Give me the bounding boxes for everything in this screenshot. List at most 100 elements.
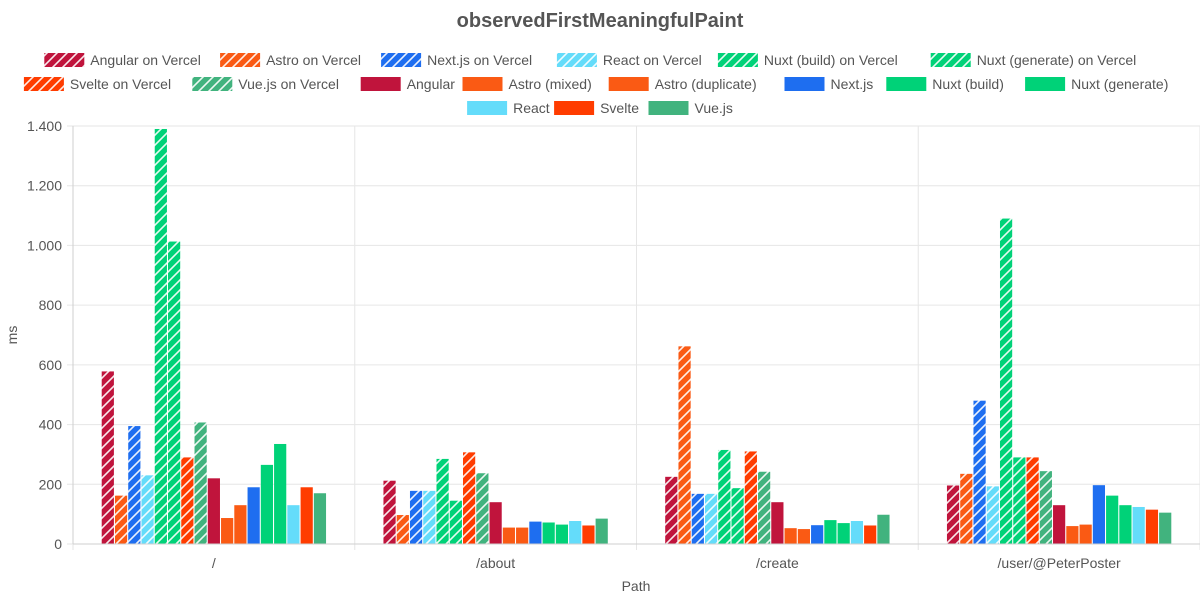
bar-react-on-vercel	[141, 475, 154, 544]
legend-item-vue-js-on-vercel[interactable]: Vue.js on Vercel	[192, 76, 339, 92]
legend-item-angular[interactable]: Angular	[360, 76, 456, 92]
legend-label: Svelte on Vercel	[70, 76, 171, 92]
y-tick-label: 0	[54, 536, 62, 552]
bar-react	[569, 521, 582, 544]
legend-label: React	[513, 100, 550, 116]
bar-svelte	[864, 525, 877, 544]
y-tick-label: 1.000	[27, 237, 62, 253]
bar-svelte	[300, 487, 313, 544]
bar-nuxt-build-on-vercel	[718, 449, 731, 544]
bar-vue-js-on-vercel	[1039, 471, 1052, 544]
legend-swatch	[467, 101, 508, 115]
legend-label: Angular on Vercel	[90, 52, 201, 68]
legend-swatch	[648, 101, 689, 115]
legend-label: Nuxt (build) on Vercel	[764, 52, 898, 68]
legend-item-react[interactable]: React	[467, 100, 550, 116]
bar-next-js	[811, 525, 824, 544]
bar-astro-mixed	[784, 528, 797, 544]
bar-react-on-vercel	[423, 490, 436, 544]
legend-item-vue-js[interactable]: Vue.js	[648, 100, 733, 116]
bar-astro-duplicate	[797, 529, 810, 544]
legend-swatch	[220, 53, 261, 67]
bar-nuxt-build-on-vercel	[436, 458, 449, 544]
legend-item-nuxt-generate-on-vercel[interactable]: Nuxt (generate) on Vercel	[930, 52, 1137, 68]
bar-nuxt-generate-on-vercel	[167, 241, 181, 544]
bar-astro-mixed	[502, 527, 515, 544]
bar-svelte-on-vercel	[744, 451, 757, 544]
bar-svelte-on-vercel	[463, 452, 476, 544]
legend-item-angular-on-vercel[interactable]: Angular on Vercel	[44, 52, 201, 68]
bar-angular	[1053, 505, 1066, 544]
bar-next-js	[1092, 485, 1106, 544]
legend-label: Vue.js on Vercel	[238, 76, 339, 92]
bar-react-on-vercel	[704, 493, 718, 544]
bar-next-js-on-vercel	[409, 490, 423, 544]
bar-angular-on-vercel	[665, 476, 678, 544]
legend-item-astro-on-vercel[interactable]: Astro on Vercel	[220, 52, 361, 68]
legend-swatch	[1025, 77, 1066, 91]
bar-astro-on-vercel	[960, 473, 973, 544]
chart-title: observedFirstMeaningfulPaint	[457, 10, 744, 32]
legend-label: Angular	[407, 76, 456, 92]
legend-item-next-js-on-vercel[interactable]: Next.js on Vercel	[381, 52, 532, 68]
legend-item-svelte-on-vercel[interactable]: Svelte on Vercel	[23, 76, 171, 92]
legend-label: React on Vercel	[603, 52, 702, 68]
bar-next-js	[529, 521, 542, 544]
bar-nuxt-build-on-vercel	[154, 128, 167, 544]
legend-swatch	[930, 53, 971, 67]
bar-vue-js	[1159, 512, 1172, 544]
bar-react-on-vercel	[986, 486, 999, 544]
legend-swatch	[717, 53, 758, 67]
y-tick-label: 1.200	[27, 178, 62, 194]
bar-astro-on-vercel	[678, 346, 691, 544]
y-axis-title: ms	[4, 326, 20, 345]
bar-angular-on-vercel	[101, 371, 114, 544]
legend-item-astro-mixed[interactable]: Astro (mixed)	[462, 76, 592, 92]
legend-label: Astro (mixed)	[509, 76, 592, 92]
legend-swatch	[784, 77, 825, 91]
legend-swatch	[608, 77, 649, 91]
bar-astro-duplicate	[516, 527, 529, 544]
bar-react	[850, 521, 864, 544]
bar-nuxt-generate	[274, 443, 287, 544]
legend-label: Next.js	[831, 76, 874, 92]
legend-item-react-on-vercel[interactable]: React on Vercel	[556, 52, 702, 68]
bar-vue-js	[313, 493, 327, 544]
legend-item-nuxt-build-on-vercel[interactable]: Nuxt (build) on Vercel	[717, 52, 898, 68]
legend-label: Svelte	[600, 100, 639, 116]
y-tick-label: 600	[39, 357, 63, 373]
legend-swatch	[556, 53, 597, 67]
bar-nuxt-build-on-vercel	[999, 218, 1013, 545]
bar-next-js-on-vercel	[691, 493, 704, 544]
bar-svelte	[1145, 509, 1159, 544]
bar-astro-mixed	[1066, 526, 1079, 544]
x-tick-label: /create	[756, 555, 799, 571]
legend-swatch	[554, 101, 595, 115]
legend-label: Astro on Vercel	[266, 52, 361, 68]
legend-swatch	[192, 77, 233, 91]
bar-nuxt-generate	[837, 523, 850, 544]
legend-item-nuxt-build[interactable]: Nuxt (build)	[886, 76, 1004, 92]
legend: Angular on Vercel Astro on Vercel Next.js …	[23, 52, 1168, 116]
bar-svelte-on-vercel	[1026, 457, 1039, 544]
legend-item-nuxt-generate[interactable]: Nuxt (generate)	[1025, 76, 1168, 92]
legend-item-next-js[interactable]: Next.js	[784, 76, 874, 92]
bar-next-js	[247, 487, 260, 544]
bar-react	[287, 505, 300, 544]
legend-item-svelte[interactable]: Svelte	[554, 100, 639, 116]
bar-nuxt-build	[824, 520, 837, 544]
legend-swatch	[360, 77, 401, 91]
bar-react	[1132, 506, 1145, 544]
bar-nuxt-build	[542, 522, 555, 544]
bar-angular-on-vercel	[383, 480, 396, 544]
legend-label: Vue.js	[695, 100, 733, 116]
bar-nuxt-build	[260, 464, 274, 544]
bar-angular-on-vercel	[946, 485, 960, 544]
legend-label: Next.js on Vercel	[427, 52, 532, 68]
legend-item-astro-duplicate[interactable]: Astro (duplicate)	[608, 76, 757, 92]
y-tick-label: 1.400	[27, 118, 62, 134]
bar-vue-js-on-vercel	[476, 473, 489, 544]
legend-label: Astro (duplicate)	[655, 76, 757, 92]
bar-angular	[771, 502, 784, 544]
